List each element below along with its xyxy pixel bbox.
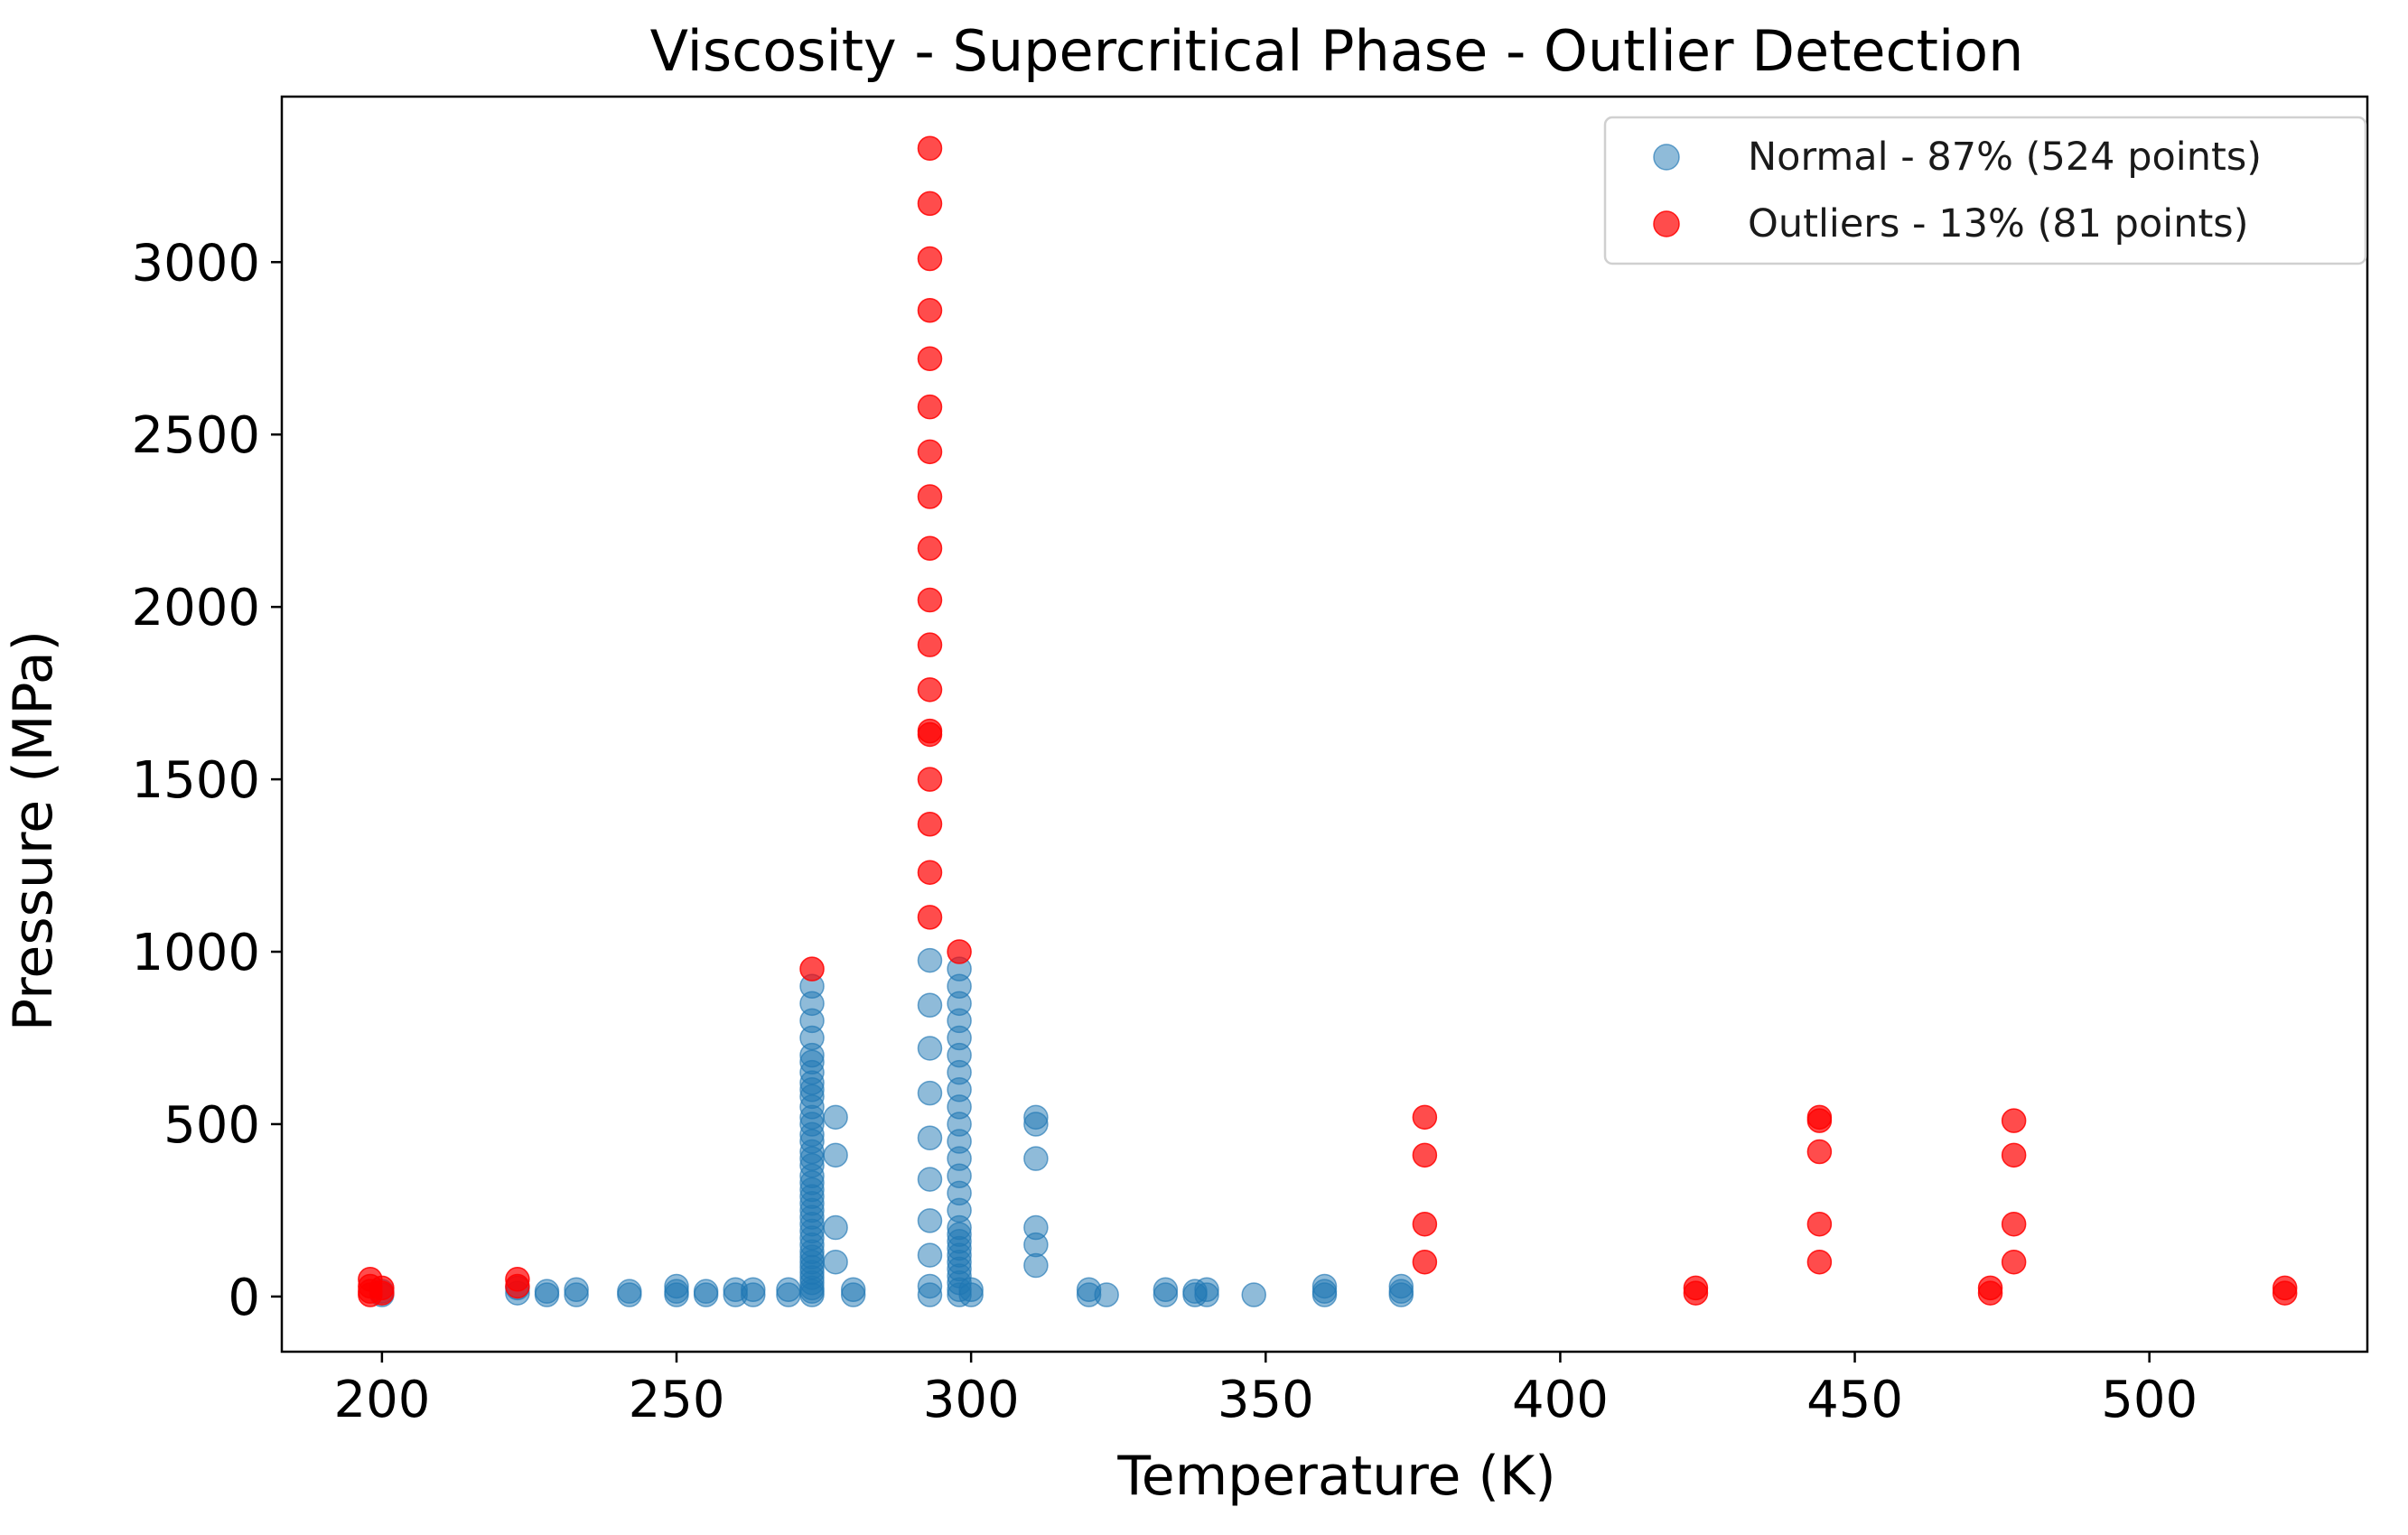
outlier-point <box>917 246 943 272</box>
normal-point <box>917 1273 943 1299</box>
x-axis: 200 250 300 350 400 450 500 <box>333 1352 2198 1429</box>
normal-point <box>1023 1214 1049 1241</box>
normal-point <box>840 1277 866 1303</box>
y-tick-label: 1500 <box>131 751 260 810</box>
outlier-point <box>917 484 943 509</box>
y-axis-label: Pressure (MPa) <box>2 630 65 1031</box>
outlier-point <box>917 191 943 217</box>
outlier-point <box>917 767 943 792</box>
outlier-point <box>1806 1211 1833 1237</box>
x-tick-label: 400 <box>1512 1371 1609 1429</box>
outlier-point <box>1412 1142 1438 1168</box>
x-tick-label: 200 <box>333 1371 430 1429</box>
outlier-point <box>917 811 943 837</box>
outlier-point <box>1806 1139 1833 1165</box>
y-tick-label: 1000 <box>131 924 260 982</box>
outlier-point <box>947 939 972 964</box>
normal-point <box>776 1277 801 1303</box>
outlier-point <box>1977 1275 2003 1301</box>
outlier-point <box>2001 1211 2027 1237</box>
normal-point <box>823 1142 848 1168</box>
normal-point <box>823 1104 848 1130</box>
outlier-point <box>2272 1275 2298 1301</box>
x-tick-label: 500 <box>2101 1371 2198 1429</box>
normal-point <box>917 1036 943 1061</box>
normal-point <box>534 1279 560 1304</box>
normal-point <box>693 1279 719 1304</box>
outlier-point <box>917 135 943 162</box>
normal-point <box>1153 1277 1179 1303</box>
x-tick-label: 450 <box>1806 1371 1903 1429</box>
outlier-point <box>1412 1104 1438 1130</box>
normal-point <box>917 1125 943 1150</box>
outlier-point <box>1806 1104 1833 1130</box>
normal-point <box>741 1277 766 1303</box>
outlier-point <box>369 1275 395 1301</box>
normal-point <box>617 1279 642 1304</box>
y-tick-label: 3000 <box>131 234 260 293</box>
normal-point <box>917 992 943 1018</box>
legend-marker-normal <box>1653 144 1680 171</box>
outlier-point <box>917 346 943 371</box>
y-axis: 0 500 1000 1500 2000 2500 3000 <box>131 234 282 1327</box>
legend: Normal - 87% (524 points) Outliers - 13%… <box>1603 116 2367 265</box>
outlier-point <box>799 956 825 981</box>
legend-label-normal: Normal - 87% (524 points) <box>1748 135 2262 180</box>
normal-point <box>917 1080 943 1106</box>
outlier-point <box>917 394 943 420</box>
y-tick-label: 2500 <box>131 406 260 465</box>
normal-point <box>1311 1273 1338 1299</box>
points-layer <box>358 135 2298 1307</box>
x-tick-label: 300 <box>923 1371 1020 1429</box>
outlier-point <box>917 860 943 885</box>
normal-point <box>917 947 943 973</box>
normal-point <box>1194 1277 1219 1303</box>
normal-point <box>917 1242 943 1268</box>
normal-point <box>823 1249 848 1275</box>
outlier-point <box>1412 1249 1438 1275</box>
legend-label-outliers: Outliers - 13% (81 points) <box>1748 201 2249 247</box>
normal-point <box>664 1273 689 1299</box>
normal-point <box>1023 1104 1049 1130</box>
plot-frame <box>280 95 2369 1354</box>
outlier-point <box>917 535 943 561</box>
outlier-point <box>917 718 943 744</box>
chart-title: Viscosity - Supercritical Phase - Outlie… <box>650 18 2024 84</box>
y-tick-label: 0 <box>228 1269 260 1327</box>
normal-point <box>1023 1146 1049 1171</box>
x-axis-label: Temperature (K) <box>1116 1445 1555 1508</box>
normal-point <box>1241 1282 1266 1307</box>
normal-point <box>1023 1252 1049 1279</box>
outlier-point <box>917 677 943 702</box>
outlier-point <box>917 439 943 465</box>
x-tick-label: 250 <box>629 1371 725 1429</box>
outlier-point <box>1683 1275 1709 1301</box>
outlier-point <box>2001 1108 2027 1133</box>
normal-point <box>958 1277 984 1303</box>
outlier-point <box>2001 1249 2027 1275</box>
normal-point <box>564 1277 589 1303</box>
outlier-point <box>1806 1249 1833 1275</box>
outlier-point <box>917 298 943 323</box>
outlier-point <box>917 587 943 613</box>
outlier-point <box>1412 1211 1438 1237</box>
legend-marker-outliers <box>1653 210 1680 237</box>
normal-point <box>823 1214 848 1241</box>
x-tick-label: 350 <box>1218 1371 1314 1429</box>
normal-point <box>1094 1282 1119 1307</box>
outlier-point <box>505 1267 530 1292</box>
outlier-point <box>2001 1142 2027 1168</box>
outlier-point <box>917 632 943 657</box>
series-outliers <box>358 135 2298 1307</box>
normal-point <box>917 1167 943 1192</box>
y-tick-label: 500 <box>163 1096 260 1155</box>
normal-point <box>1388 1273 1414 1299</box>
outlier-point <box>917 905 943 930</box>
legend-box <box>1603 116 2367 265</box>
y-tick-label: 2000 <box>131 579 260 637</box>
normal-point <box>917 1208 943 1233</box>
